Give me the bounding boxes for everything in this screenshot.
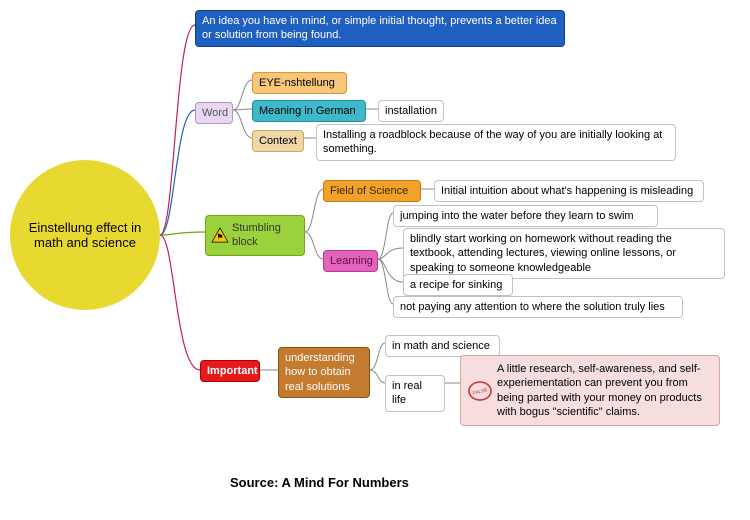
word-meaning-node[interactable]: Meaning in German [252,100,366,122]
learning-text-2: blindly start working on homework withou… [410,233,676,274]
learning-text-1: jumping into the water before they learn… [400,210,634,222]
real-life-text: A little research, self-awareness, and s… [497,362,713,419]
learning-text-4: not paying any attention to where the so… [400,301,665,313]
learning-item-2[interactable]: blindly start working on homework withou… [403,228,725,279]
root-label: Einstellung effect in math and science [22,220,148,250]
word-node[interactable]: Word [195,102,233,124]
word-label: Word [202,107,228,119]
source-text: Source: A Mind For Numbers [230,475,409,490]
learning-item-3[interactable]: a recipe for sinking [403,274,513,296]
word-eye-label: EYE-nshtellung [259,77,335,89]
svg-text:⚑: ⚑ [216,233,223,242]
word-context-text: Installing a roadblock because of the wa… [323,129,662,155]
learning-node[interactable]: Learning [323,250,378,272]
word-context-node[interactable]: Context [252,130,304,152]
learning-item-1[interactable]: jumping into the water before they learn… [393,205,658,227]
learning-text-3: a recipe for sinking [410,279,502,291]
word-context-label: Context [259,135,297,147]
word-eye-node[interactable]: EYE-nshtellung [252,72,347,94]
word-context-text-node[interactable]: Installing a roadblock because of the wa… [316,124,676,161]
science-node[interactable]: Field of Science [323,180,421,202]
stumbling-label: Stumbling block [232,221,299,250]
math-science-node[interactable]: in math and science [385,335,500,357]
svg-text:FALSE: FALSE [472,386,489,396]
real-life-node[interactable]: in real life [385,375,445,412]
learning-item-4[interactable]: not paying any attention to where the so… [393,296,683,318]
stumbling-node[interactable]: ⚑ Stumbling block [205,215,305,256]
real-life-label: in real life [392,380,422,406]
word-meaning-label: Meaning in German [259,105,356,117]
root-node[interactable]: Einstellung effect in math and science [10,160,160,310]
warning-icon: ⚑ [211,227,229,243]
important-label: Important [207,365,258,377]
science-text: Initial intuition about what's happening… [441,185,693,197]
word-installation-label: installation [385,105,437,117]
understanding-label: understanding how to obtain real solutio… [285,352,355,393]
learning-label: Learning [330,255,373,267]
science-label: Field of Science [330,185,408,197]
understanding-node[interactable]: understanding how to obtain real solutio… [278,347,370,398]
definition-text: An idea you have in mind, or simple init… [202,15,557,41]
definition-node[interactable]: An idea you have in mind, or simple init… [195,10,565,47]
stamp-icon: FALSE [467,380,493,402]
science-text-node[interactable]: Initial intuition about what's happening… [434,180,704,202]
word-installation-node[interactable]: installation [378,100,444,122]
important-node[interactable]: Important [200,360,260,382]
real-life-text-node[interactable]: FALSE A little research, self-awareness,… [460,355,720,426]
math-science-label: in math and science [392,340,490,352]
